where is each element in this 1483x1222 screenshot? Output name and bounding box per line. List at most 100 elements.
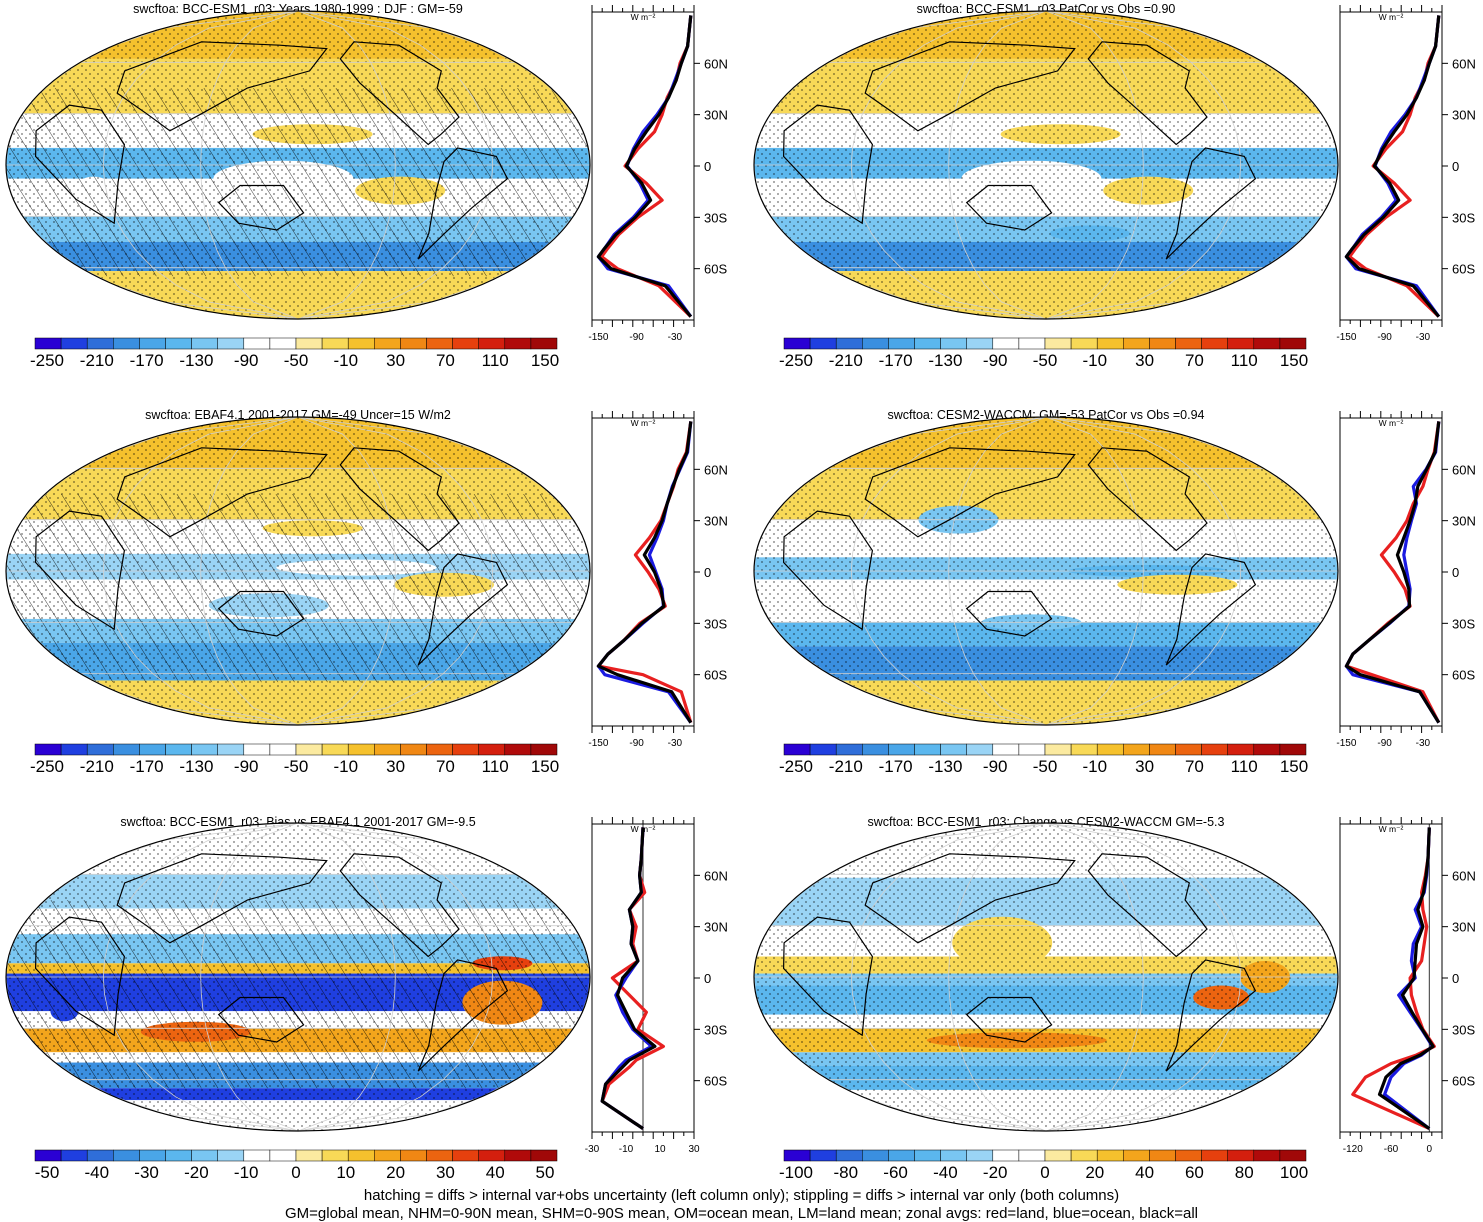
- map-border: [5, 10, 591, 320]
- colorbar-bin: [478, 743, 506, 756]
- colorbar-tick-label: 150: [1280, 757, 1308, 776]
- colorbar-bin: [1253, 337, 1281, 350]
- zonal-y-tick-label: 60S: [1452, 262, 1475, 277]
- graticule-meridian: [948, 823, 1047, 1131]
- colorbar-tick-label: -130: [928, 757, 962, 776]
- zonal-y-tick-label: 30S: [704, 210, 727, 225]
- map-panel-3: swcftoa: EBAF4.1 2001-2017 GM=-49 Uncer=…: [5, 408, 728, 776]
- zonal-y-tick-label: 60S: [704, 1074, 727, 1089]
- colorbar-bin: [452, 1149, 479, 1162]
- colorbar-tick-label: -130: [179, 351, 213, 370]
- zonal-y-tick-label: 30N: [1452, 514, 1476, 529]
- colorbar-tick-label: -30: [134, 1163, 159, 1182]
- colorbar-tick-label: -170: [879, 351, 913, 370]
- coastline: [1165, 147, 1257, 260]
- coastline: [864, 447, 1076, 538]
- colorbar: -250 -210 -170 -130 -90 -50 -10 30 70 110 150: [30, 743, 559, 776]
- colorbar-bin: [940, 337, 967, 350]
- colorbar-bin: [347, 743, 375, 756]
- zonal-plot-frame: [591, 417, 695, 727]
- colorbar-bin: [862, 1149, 889, 1162]
- hatching-overlay: [6, 900, 590, 1089]
- colorbar-bin: [530, 1149, 558, 1162]
- zonal-y-tick-label: 60S: [1452, 668, 1475, 683]
- colorbar-bin: [86, 743, 114, 756]
- colorbar-bin: [914, 743, 941, 756]
- panel-title: swcftoa: BCC-ESM1_r03 PatCor vs Obs =0.9…: [917, 2, 1176, 16]
- coastline: [339, 41, 460, 146]
- coastline: [1087, 41, 1208, 146]
- panel-title: swcftoa: BCC-ESM1_r03: Years 1980-1999 :…: [133, 2, 463, 16]
- graticule-meridian: [1045, 823, 1242, 1131]
- map-panel-5: swcftoa: BCC-ESM1_r03: Bias vs EBAF4.1 2…: [5, 815, 728, 1182]
- colorbar-bin: [809, 1149, 837, 1162]
- colorbar: -100 -80 -60 -40 -20 0 20 40 60 80 100: [779, 1149, 1308, 1182]
- zonal-x-tick-label: -120: [1343, 1144, 1363, 1155]
- colorbar-bin: [113, 743, 140, 756]
- graticule-meridian: [850, 823, 1047, 1131]
- graticule-meridian: [948, 11, 1047, 319]
- coastline: [1165, 553, 1257, 666]
- colorbar-bin: [992, 337, 1020, 350]
- colorbar-bin: [165, 337, 192, 350]
- map-panel-6: swcftoa: BCC-ESM1_r03: Change vs CESM2-W…: [753, 815, 1476, 1182]
- coastline: [782, 104, 874, 225]
- colorbar-bin: [86, 337, 114, 350]
- colorbar-bin: [1070, 743, 1098, 756]
- colorbar-bin: [1123, 337, 1150, 350]
- colorbar-bin: [347, 1149, 375, 1162]
- colorbar: -250 -210 -170 -130 -90 -50 -10 30 70 110 150: [30, 337, 559, 370]
- coastline: [965, 184, 1053, 231]
- zonal-x-tick-label: -150: [588, 738, 608, 749]
- colorbar-tick-label: -10: [334, 351, 359, 370]
- colorbar-bin: [243, 337, 271, 350]
- colorbar-bin: [835, 743, 863, 756]
- zonal-x-tick-label: -30: [585, 1144, 600, 1155]
- colorbar-bin: [139, 337, 166, 350]
- zonal-y-tick-label: 0: [704, 565, 711, 580]
- colorbar-bin: [426, 743, 453, 756]
- colorbar-bin: [966, 743, 994, 756]
- colorbar-bin: [478, 1149, 506, 1162]
- zonal-series-line: [596, 15, 693, 318]
- colorbar-bin: [400, 1149, 427, 1162]
- colorbar: -250 -210 -170 -130 -90 -50 -10 30 70 110 150: [779, 743, 1308, 776]
- zonal-x-tick-label: 10: [654, 1144, 666, 1155]
- colorbar-bin: [191, 1149, 218, 1162]
- zonal-mean-plot: W m⁻² -150 -90 -30 60N 30N 0 30S 60S: [1336, 5, 1476, 343]
- colorbar-bin: [1253, 1149, 1281, 1162]
- zonal-x-tick-label: -60: [1384, 1144, 1399, 1155]
- coastline: [965, 590, 1053, 637]
- colorbar-bin: [86, 1149, 114, 1162]
- colorbar-bin: [966, 337, 994, 350]
- colorbar-bin: [139, 743, 166, 756]
- zonal-y-tick-label: 60N: [1452, 462, 1476, 477]
- colorbar-bin: [888, 743, 915, 756]
- zonal-series-line: [1344, 421, 1441, 724]
- colorbar-tick-label: -210: [80, 351, 114, 370]
- zonal-series-line: [600, 827, 657, 1130]
- colorbar-bin: [1096, 743, 1124, 756]
- zonal-y-tick-label: 60N: [1452, 56, 1476, 71]
- colorbar-bin: [1149, 1149, 1176, 1162]
- colorbar-tick-label: 40: [486, 1163, 505, 1182]
- graticule-meridian: [1045, 11, 1144, 319]
- colorbar-tick-label: 150: [531, 757, 559, 776]
- graticule-meridian: [1045, 417, 1144, 725]
- map-panel-1: swcftoa: BCC-ESM1_r03: Years 1980-1999 :…: [5, 2, 728, 370]
- zonal-y-tick-label: 30N: [704, 514, 728, 529]
- colorbar: -50 -40 -30 -20 -10 0 10 20 30 40 50: [35, 1149, 558, 1182]
- colorbar-tick-label: 70: [1185, 351, 1204, 370]
- colorbar-tick-label: 70: [436, 351, 455, 370]
- graticule-meridian: [200, 417, 299, 725]
- graticule-meridian: [297, 417, 396, 725]
- colorbar-bin: [1279, 743, 1307, 756]
- coastline: [965, 996, 1053, 1043]
- graticule-meridian: [948, 417, 1047, 725]
- colorbar-tick-label: -250: [779, 757, 813, 776]
- graticule-meridian: [297, 823, 494, 1131]
- zonal-y-tick-label: 60N: [704, 462, 728, 477]
- colorbar: -250 -210 -170 -130 -90 -50 -10 30 70 110 150: [779, 337, 1308, 370]
- colorbar-tick-label: -60: [883, 1163, 908, 1182]
- zonal-y-tick-label: 0: [704, 159, 711, 174]
